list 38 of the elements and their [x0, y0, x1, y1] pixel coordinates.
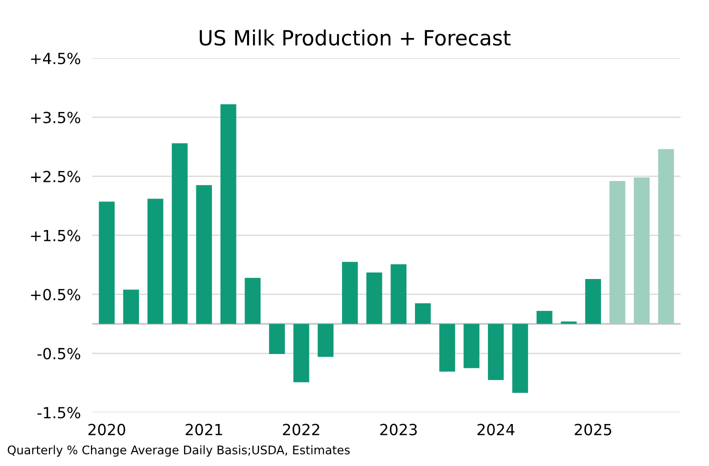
- y-tick-label: +1.5%: [31, 230, 80, 242]
- x-tick-label: 2021: [186, 424, 222, 436]
- bar: [585, 279, 601, 324]
- bar: [366, 272, 382, 324]
- bar: [610, 181, 626, 324]
- bar: [123, 290, 139, 324]
- chart-title: US Milk Production + Forecast: [200, 30, 510, 46]
- bar: [244, 278, 261, 324]
- y-tick-label: +2.5%: [31, 170, 80, 182]
- x-tick-label: 2024: [478, 424, 514, 436]
- bar: [147, 198, 164, 324]
- bar: [658, 149, 674, 324]
- y-tick-label: +3.5%: [31, 112, 80, 124]
- bar: [512, 324, 528, 393]
- bar: [464, 324, 480, 368]
- y-tick-label: -0.5%: [37, 348, 80, 360]
- bar: [488, 324, 504, 380]
- bar: [536, 310, 552, 324]
- x-tick-label: 2022: [282, 424, 320, 436]
- bar: [414, 303, 431, 324]
- y-tick-label: -1.5%: [37, 406, 80, 418]
- y-tick-label: +4.5%: [31, 52, 80, 64]
- bar: [220, 104, 236, 324]
- text: Quarterly % Change Average Daily Basis;USDA, Estimates: [8, 445, 350, 457]
- bar: [390, 264, 406, 324]
- y-tick-label: +0.5%: [31, 288, 80, 300]
- x-tick-label: 2025: [574, 424, 612, 436]
- bar: [342, 262, 358, 324]
- bar: [634, 177, 650, 324]
- x-tick-label: 2023: [380, 424, 417, 436]
- bar: [269, 324, 285, 354]
- x-tick-label: 2020: [88, 424, 126, 436]
- bar: [293, 324, 310, 382]
- bar: [98, 202, 115, 324]
- bar: [172, 143, 188, 324]
- bar: [439, 324, 456, 372]
- bar: [196, 185, 212, 324]
- bar: [318, 324, 334, 357]
